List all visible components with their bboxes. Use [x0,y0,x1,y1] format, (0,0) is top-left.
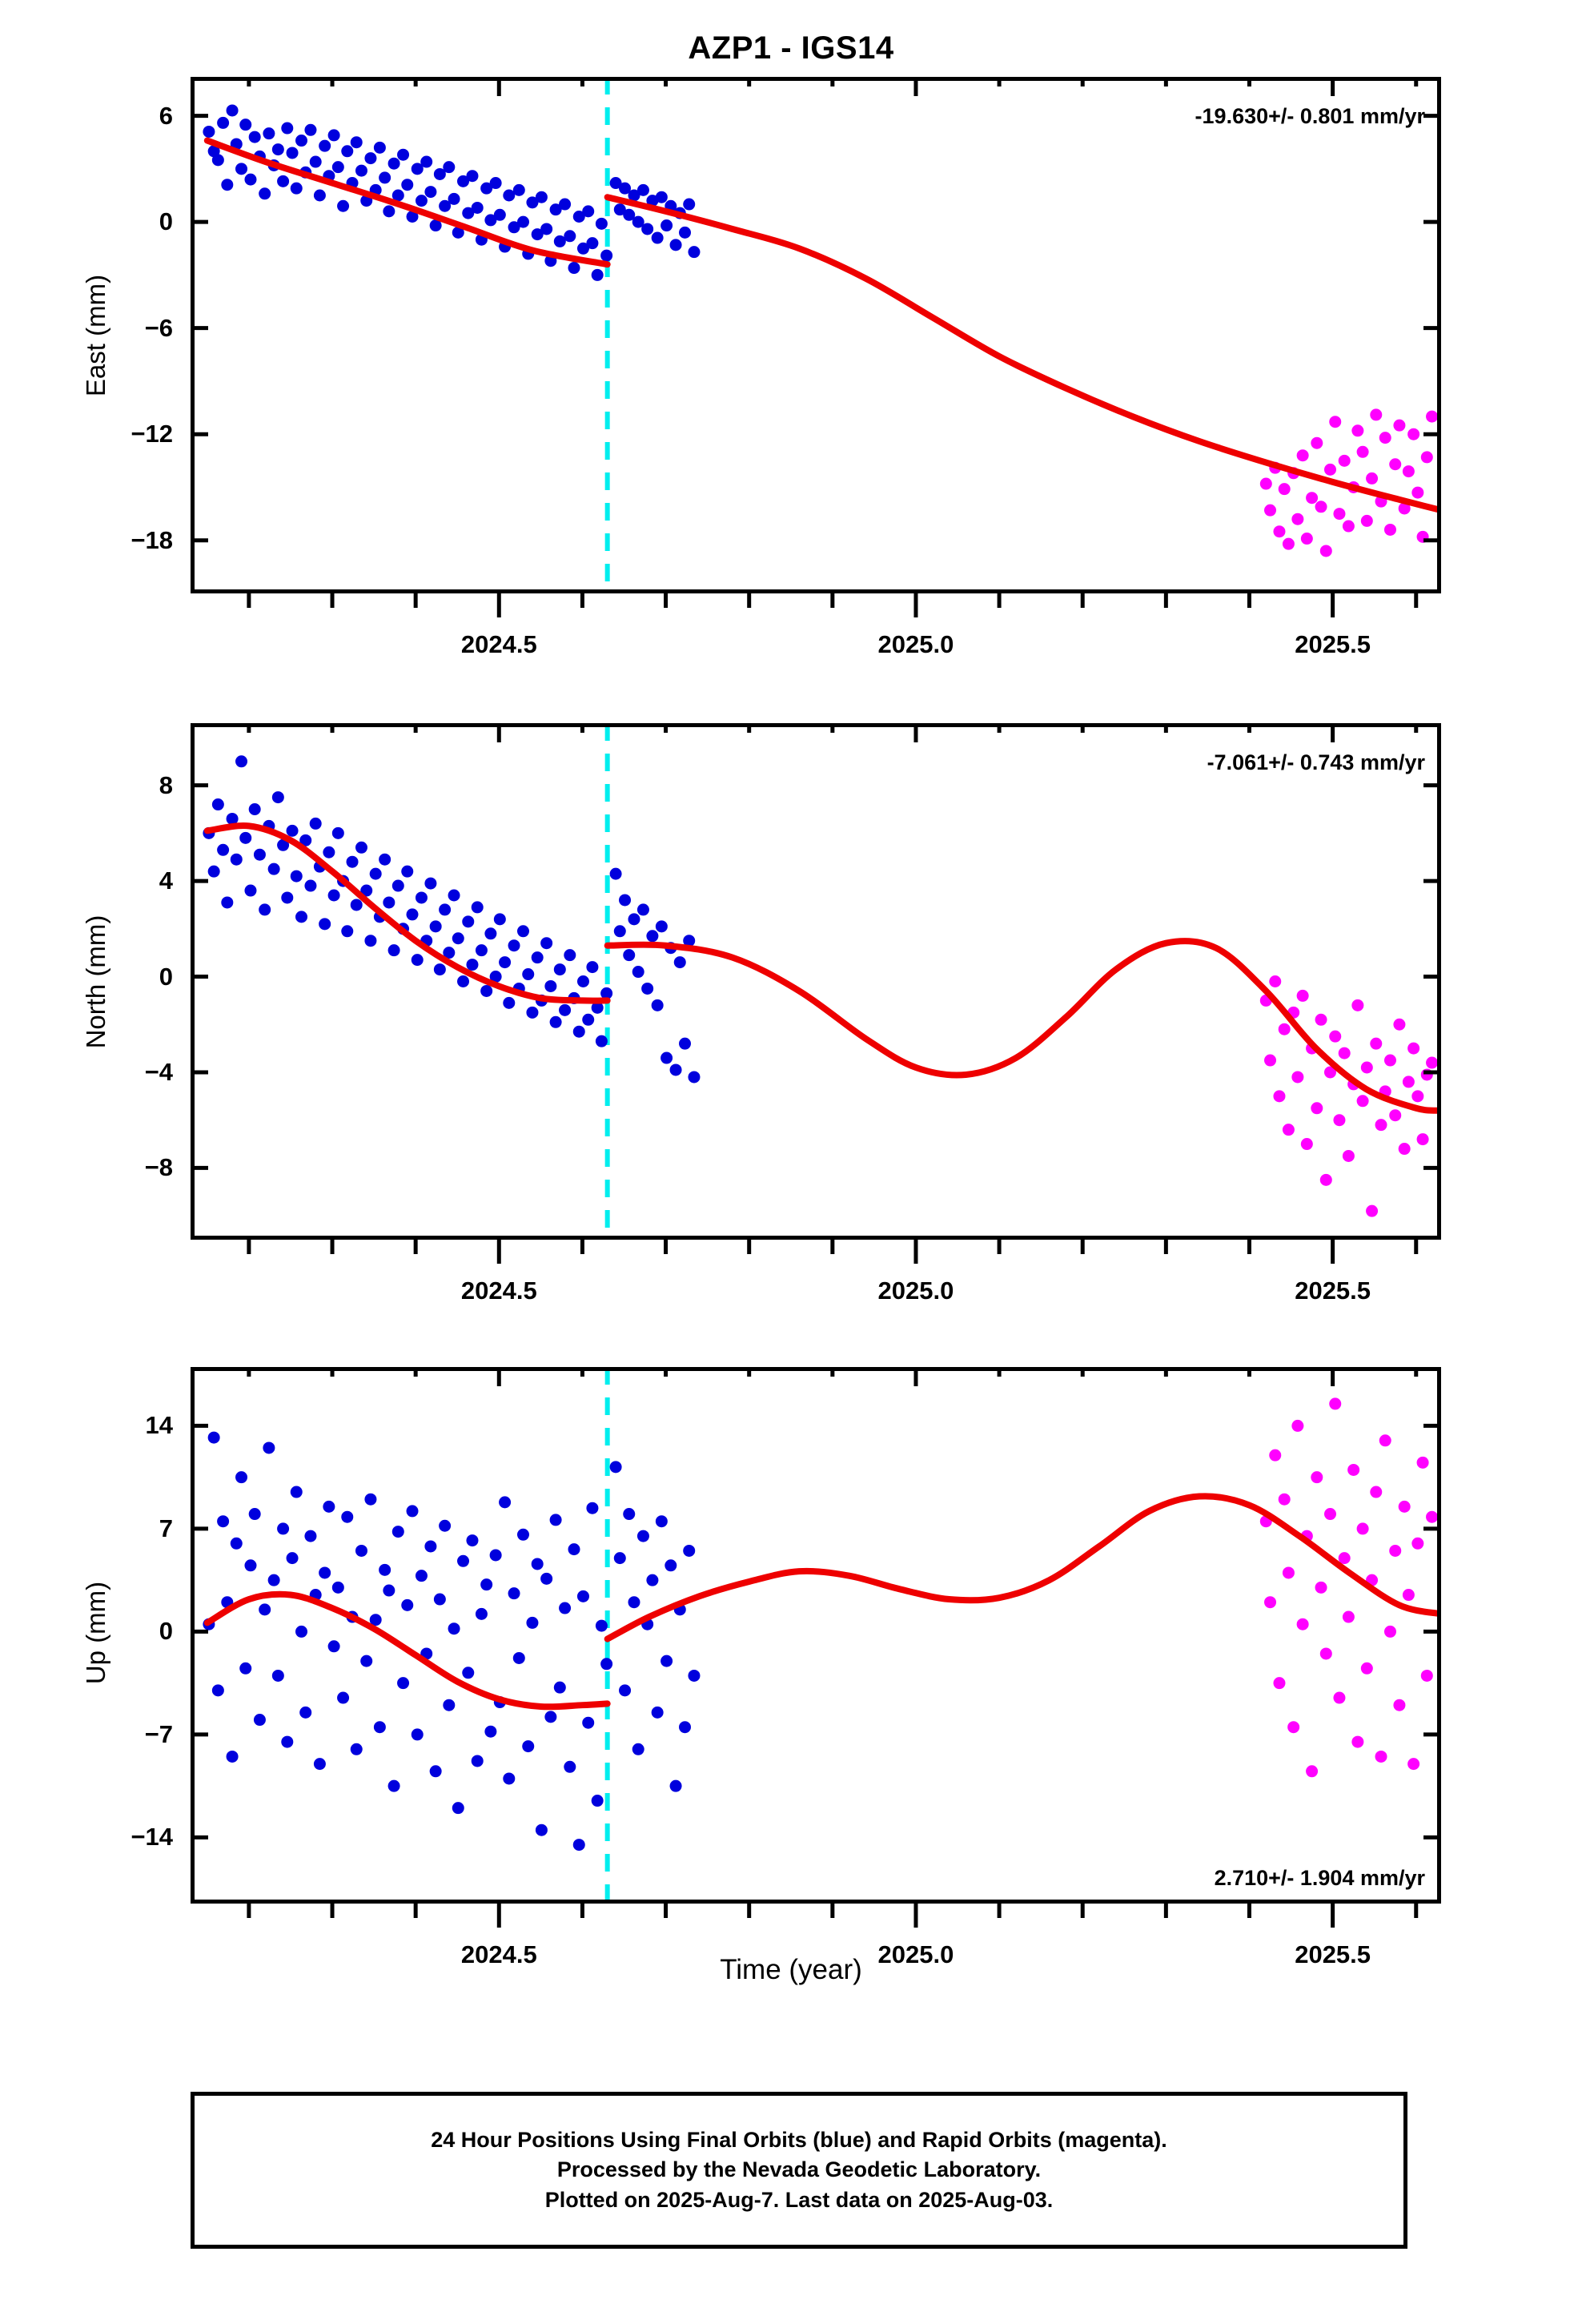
model-fit-east-0 [203,137,611,268]
series-east-rapid [1259,408,1439,557]
up-plot-area [191,1367,1441,1928]
axis-frame-up [191,1367,1441,1904]
up-ytick-label: 0 [159,1617,173,1646]
series-up-final [203,1431,701,1852]
model-fit-up-1 [604,1493,1441,1642]
model-fit-north-0 [203,822,611,1004]
caption-line-3: Plotted on 2025-Aug-7. Last data on 2025… [544,2187,1054,2212]
north-xtick-label: 2024.5 [460,1277,537,1305]
up-xtick-label: 2025.5 [1295,1940,1371,1968]
model-fit-east-1 [604,194,1441,514]
east-ytick-label: −12 [130,420,173,448]
up-ytick-label: 7 [159,1514,173,1542]
north-ytick-label: −4 [144,1057,173,1086]
east-ytick-label: −6 [144,313,173,342]
caption-line-2: Processed by the Nevada Geodetic Laborat… [556,2157,1042,2182]
east-rate-label: -19.630+/- 0.801 mm/yr [1195,104,1425,128]
east-plot-area [191,77,1441,617]
panel-north [191,723,1441,1264]
up-ytick-label: −14 [130,1823,173,1852]
north-ytick-label: −8 [144,1153,173,1182]
up-xtick-label: 2024.5 [460,1940,537,1968]
east-xtick-label: 2025.5 [1295,630,1371,658]
caption-box: 24 Hour Positions Using Final Orbits (bl… [191,2092,1407,2249]
model-fit-north-1 [604,938,1441,1114]
up-rate-label: 2.710+/- 1.904 mm/yr [1214,1866,1425,1890]
east-ytick-label: 6 [159,101,173,130]
north-ytick-label: 8 [159,770,173,799]
x-axis-label: Time (year) [720,1954,862,1985]
north-xtick-label: 2025.0 [877,1277,954,1305]
north-plot-area [191,723,1441,1264]
north-ytick-label: 0 [159,962,173,991]
axis-frame-north [191,723,1441,1240]
north-xtick-label: 2025.5 [1295,1277,1371,1305]
axis-frame-east [191,77,1441,593]
east-xtick-label: 2025.0 [877,630,954,658]
panel-east [191,77,1441,617]
panel-up [191,1367,1441,1928]
north-ytick-label: 4 [159,866,173,895]
series-north-final [203,755,701,1084]
up-xtick-label: 2025.0 [877,1940,954,1968]
up-ytick-label: 14 [145,1411,173,1440]
series-east-final [203,104,701,281]
up-ytick-label: −7 [144,1719,173,1748]
model-fit-up-0 [203,1590,611,1711]
east-xtick-label: 2024.5 [460,630,537,658]
east-ytick-label: −18 [130,525,173,554]
series-up-rapid [1259,1397,1439,1778]
caption-line-1: 24 Hour Positions Using Final Orbits (bl… [431,2128,1167,2153]
page-title: AZP1 - IGS14 [688,30,894,66]
north-rate-label: -7.061+/- 0.743 mm/yr [1207,750,1425,774]
east-ytick-label: 0 [159,207,173,236]
